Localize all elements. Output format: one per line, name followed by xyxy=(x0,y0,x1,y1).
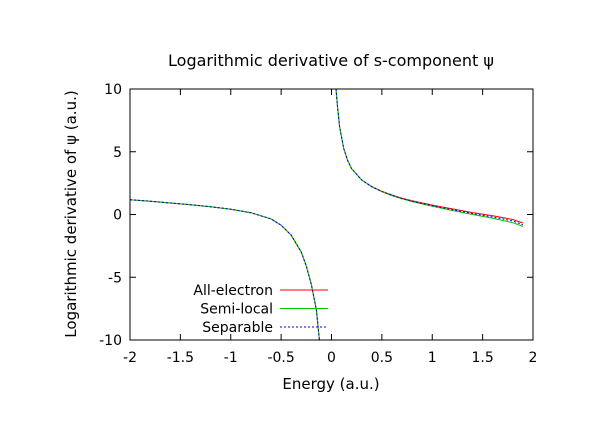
x-tick-label: 1.5 xyxy=(471,350,493,366)
y-axis-title: Logarithmic derivative of ψ (a.u.) xyxy=(62,90,80,337)
legend-label: Separable xyxy=(202,320,273,336)
x-axis-title: Energy (a.u.) xyxy=(282,375,379,393)
x-tick-label: -1 xyxy=(224,350,238,366)
series-line-all-electron xyxy=(130,199,320,340)
y-tick-label: 10 xyxy=(104,82,122,98)
x-tick-label: -1.5 xyxy=(167,350,194,366)
y-tick-label: -5 xyxy=(108,270,122,286)
x-tick-label: 0.5 xyxy=(371,350,393,366)
series-line-all-electron xyxy=(335,89,524,224)
y-tick-label: 5 xyxy=(113,145,122,161)
legend-label: Semi-local xyxy=(200,302,273,318)
series-line-semi-local xyxy=(130,199,320,340)
legend: All-electron Semi-local Separable xyxy=(193,283,328,336)
y-tick-label: -10 xyxy=(99,333,122,349)
axis-ticks: -2 -1.5 -1 -0.5 0 0.5 1 1.5 2 -10 -5 0 5 10 xyxy=(99,82,537,366)
y-tick-label: 0 xyxy=(113,208,122,224)
series-line-separable xyxy=(130,199,320,340)
x-tick-label: 0 xyxy=(327,350,336,366)
plot-area xyxy=(130,89,524,340)
chart-title: Logarithmic derivative of s-component ψ xyxy=(168,51,494,70)
x-tick-label: 1 xyxy=(428,350,437,366)
x-tick-label: 2 xyxy=(529,350,538,366)
x-tick-label: -2 xyxy=(123,350,137,366)
x-tick-label: -0.5 xyxy=(267,350,294,366)
series-line-semi-local xyxy=(335,89,524,227)
legend-label: All-electron xyxy=(193,283,273,299)
series-line-separable xyxy=(335,89,524,226)
